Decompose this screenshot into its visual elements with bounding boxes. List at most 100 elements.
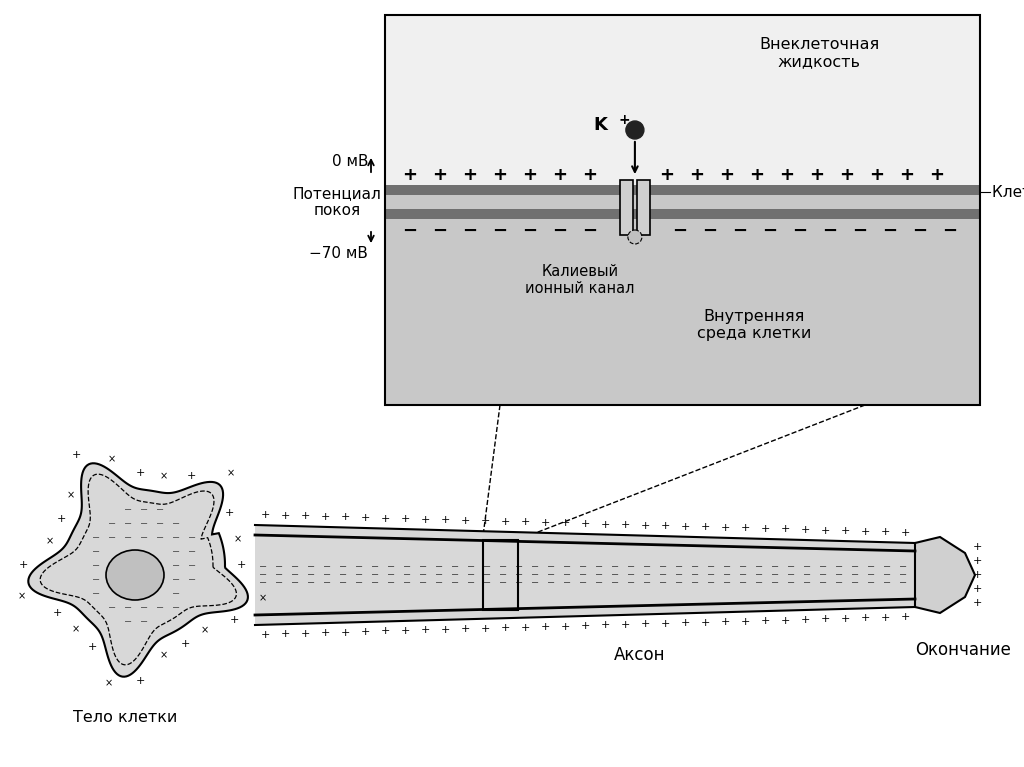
Text: −: − xyxy=(92,533,100,543)
Text: +: + xyxy=(463,166,477,184)
Text: +: + xyxy=(300,629,309,639)
Text: −: − xyxy=(172,603,180,613)
Text: −: − xyxy=(323,562,331,572)
Text: Тело клетки: Тело клетки xyxy=(73,710,177,725)
Text: +: + xyxy=(461,515,470,525)
Text: +: + xyxy=(53,607,62,617)
Text: −: − xyxy=(707,578,715,588)
Text: −: − xyxy=(339,570,347,580)
Text: −: − xyxy=(835,562,843,572)
Text: −: − xyxy=(673,222,687,240)
Text: −: − xyxy=(463,222,477,240)
Text: −: − xyxy=(547,562,555,572)
Text: −: − xyxy=(291,578,299,588)
Text: −: − xyxy=(643,562,651,572)
Text: +: + xyxy=(321,628,330,638)
Text: −: − xyxy=(499,578,507,588)
Text: +: + xyxy=(820,614,829,624)
Text: −: − xyxy=(108,533,116,543)
Text: ×: × xyxy=(17,592,26,602)
Text: −: − xyxy=(124,533,132,543)
Text: −: − xyxy=(691,578,699,588)
Text: +: + xyxy=(860,614,869,624)
Text: +: + xyxy=(541,622,550,632)
Text: +: + xyxy=(660,619,670,629)
Text: +: + xyxy=(260,630,269,640)
Text: −: − xyxy=(899,562,907,572)
Text: −: − xyxy=(339,578,347,588)
Text: −: − xyxy=(371,570,379,580)
Text: ×: × xyxy=(160,650,168,660)
Text: −: − xyxy=(124,603,132,613)
Circle shape xyxy=(628,230,642,244)
Text: −: − xyxy=(803,578,811,588)
Bar xyxy=(482,540,517,610)
Text: −: − xyxy=(867,570,876,580)
Text: ×: × xyxy=(160,472,168,482)
Text: −: − xyxy=(771,570,779,580)
Text: −: − xyxy=(140,603,148,613)
Text: −: − xyxy=(451,578,459,588)
Text: −: − xyxy=(307,570,315,580)
Text: −: − xyxy=(291,562,299,572)
Text: +: + xyxy=(400,514,410,524)
Text: −: − xyxy=(108,603,116,613)
Text: −: − xyxy=(172,533,180,543)
Text: −: − xyxy=(611,570,620,580)
Bar xyxy=(385,219,980,405)
Text: +: + xyxy=(281,629,290,639)
Text: −: − xyxy=(140,617,148,627)
Text: +: + xyxy=(560,621,569,631)
Text: +: + xyxy=(56,515,66,525)
Text: −: − xyxy=(140,533,148,543)
Text: −: − xyxy=(371,562,379,572)
Text: −: − xyxy=(172,519,180,529)
Text: ×: × xyxy=(108,454,116,465)
Text: +: + xyxy=(340,512,349,522)
Text: −: − xyxy=(883,562,891,572)
Text: ×: × xyxy=(233,534,242,544)
Text: +: + xyxy=(360,627,370,637)
Text: −: − xyxy=(579,578,587,588)
Text: +: + xyxy=(380,514,390,524)
Text: −: − xyxy=(355,562,364,572)
Text: −: − xyxy=(402,562,411,572)
Bar xyxy=(620,180,633,235)
Text: −: − xyxy=(274,578,283,588)
Text: −: − xyxy=(819,562,827,572)
Text: −: − xyxy=(732,222,748,240)
Text: Потенциал
покоя: Потенциал покоя xyxy=(293,186,382,218)
Text: Клеточная мембрана: Клеточная мембрана xyxy=(992,184,1024,200)
Text: −: − xyxy=(188,561,196,571)
Text: +: + xyxy=(237,560,246,570)
Text: −: − xyxy=(691,562,699,572)
Text: −: − xyxy=(675,562,683,572)
Text: −: − xyxy=(702,222,718,240)
Text: −: − xyxy=(124,505,132,515)
Bar xyxy=(385,15,980,185)
Text: −: − xyxy=(522,222,538,240)
Text: +: + xyxy=(973,598,982,608)
Text: −: − xyxy=(835,570,843,580)
Text: −: − xyxy=(643,570,651,580)
Text: −: − xyxy=(530,562,539,572)
Text: −: − xyxy=(188,533,196,543)
Text: +: + xyxy=(380,627,390,637)
Text: −: − xyxy=(493,222,508,240)
Text: +: + xyxy=(520,623,529,633)
Text: +: + xyxy=(780,525,790,535)
Text: −: − xyxy=(467,570,475,580)
Text: −: − xyxy=(387,562,395,572)
Text: −: − xyxy=(432,222,447,240)
Text: −: − xyxy=(467,562,475,572)
Text: −70 мВ: −70 мВ xyxy=(309,246,368,262)
Text: −: − xyxy=(371,578,379,588)
Circle shape xyxy=(626,121,644,139)
Text: −: − xyxy=(108,519,116,529)
Text: −: − xyxy=(658,570,667,580)
Text: +: + xyxy=(740,617,750,627)
Text: −: − xyxy=(899,578,907,588)
Text: 0 мВ: 0 мВ xyxy=(332,154,368,170)
Text: −: − xyxy=(595,570,603,580)
Text: K: K xyxy=(593,116,607,134)
